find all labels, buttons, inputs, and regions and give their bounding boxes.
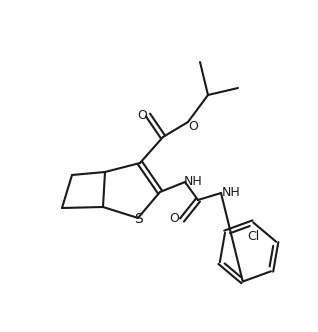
Text: S: S bbox=[135, 212, 143, 226]
Text: O: O bbox=[188, 120, 198, 132]
Text: NH: NH bbox=[183, 175, 202, 188]
Text: NH: NH bbox=[222, 186, 240, 199]
Text: Cl: Cl bbox=[247, 230, 259, 243]
Text: O: O bbox=[169, 212, 179, 225]
Text: O: O bbox=[137, 109, 147, 122]
